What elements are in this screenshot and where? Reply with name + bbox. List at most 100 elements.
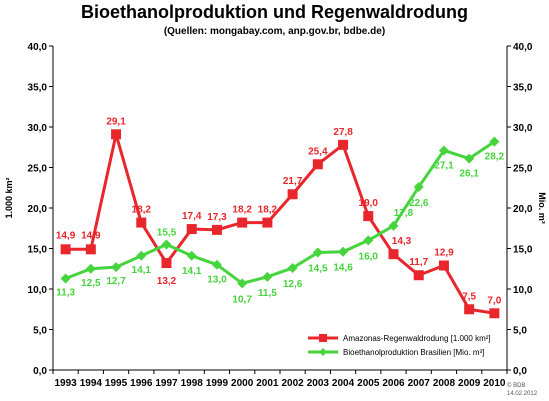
data-point [111,129,122,140]
copyright-text: © BDB [507,382,525,389]
data-label: 18,2 [132,205,152,216]
x-tick-label: 2010 [483,378,506,389]
data-point [136,250,147,261]
series-line [65,140,496,285]
data-label: 11,7 [409,257,428,268]
data-label: 17,4 [182,211,202,222]
data-point [60,273,71,284]
data-point [287,262,298,273]
x-tick-label: 2009 [458,378,481,389]
data-point [464,153,475,164]
data-point [161,258,172,269]
data-point [363,211,374,222]
y-tick-label-left: 30,0 [28,123,48,134]
y-axis-right-label: Mio. m³ [537,192,547,224]
data-label: 29,1 [106,116,126,127]
data-label: 16,0 [359,251,379,262]
data-point [237,278,248,289]
data-label: 27,8 [333,127,353,138]
y-tick-label-right: 35,0 [513,83,533,94]
data-point [413,270,424,281]
data-label: 18,2 [232,205,252,216]
y-tick-label-right: 25,0 [513,164,533,175]
data-label: 17,8 [394,208,414,219]
y-tick-label-right: 10,0 [513,285,533,296]
data-label: 25,4 [308,146,328,157]
data-label: 11,5 [258,288,277,299]
data-point [438,145,449,156]
y-tick-label-left: 5,0 [33,326,47,337]
data-point [60,244,71,255]
x-tick-label: 2003 [307,378,330,389]
y-tick-label-left: 35,0 [28,83,48,94]
data-point [489,136,500,147]
x-tick-label: 1996 [130,378,153,389]
x-tick-label: 1994 [80,378,103,389]
data-point [438,260,449,271]
data-label: 12,7 [106,276,126,287]
x-tick-label: 1999 [206,378,229,389]
data-label: 12,5 [81,278,101,289]
data-label: 14,6 [333,263,353,274]
y-tick-label-left: 20,0 [28,204,48,215]
data-label: 17,3 [207,212,227,223]
x-tick-label: 2004 [332,378,355,389]
copyright-date: 14.02.2012 [507,391,538,397]
y-tick-label-left: 40,0 [28,42,48,53]
x-tick-label: 2002 [281,378,304,389]
data-point [85,244,96,255]
data-label: 14,1 [182,266,202,277]
data-label: 15,5 [157,227,177,238]
data-point [85,263,96,274]
data-point [287,189,298,200]
data-point [262,217,273,228]
data-label: 14,5 [308,264,328,275]
series-bioethanol-production: 11,3 12,5 12,7 14,1 15,5 14,1 13,0 10,7 11,5 12,6… [56,136,505,305]
data-point [388,249,399,260]
data-label: 10,7 [232,294,252,305]
data-point [489,308,500,319]
x-tick-label: 2000 [231,378,254,389]
y-tick-label-left: 0,0 [33,366,47,377]
x-tick-label: 2007 [408,378,431,389]
legend-swatch-marker [319,348,327,356]
data-point [186,224,197,235]
data-point [211,224,222,235]
data-label: 7,0 [487,295,501,306]
legend-swatch-marker [319,334,327,342]
x-tick-label: 2001 [256,378,279,389]
data-label: 14,9 [56,230,76,241]
legend: Amazonas-Regenwaldrodung [1.000 km²] Bioe… [308,334,491,357]
y-tick-label-left: 10,0 [28,285,48,296]
x-tick-label: 1993 [54,378,77,389]
data-label: 13,2 [157,276,177,287]
data-point [136,217,147,228]
data-label: 14,1 [132,265,152,276]
x-tick-label: 1995 [105,378,128,389]
data-label: 11,3 [56,287,75,298]
y-tick-label-left: 25,0 [28,164,48,175]
chart-title: Bioethanolproduktion und Regenwaldrodung [81,2,468,22]
data-label: 7,5 [462,291,476,302]
data-point [363,235,374,246]
y-axis-left-label: 1.000 km² [4,177,14,218]
x-tick-label: 1998 [181,378,204,389]
data-label: 22,6 [409,198,429,209]
y-tick-label-right: 30,0 [513,123,533,134]
data-point [111,262,122,273]
data-label: 12,9 [434,248,454,259]
data-point [338,139,349,150]
y-tick-label-right: 5,0 [513,326,527,337]
data-label: 21,7 [283,176,303,187]
data-label: 19,0 [359,198,379,209]
data-label: 14,3 [392,236,412,247]
data-label: 14,9 [81,230,101,241]
data-point [413,181,424,192]
y-tick-label-left: 15,0 [28,245,48,256]
data-point [211,259,222,270]
data-label: 18,2 [258,205,278,216]
data-point [237,217,248,228]
chart-subtitle: (Quellen: mongabay.com, anp.gov.br, bdbe… [163,26,386,37]
y-tick-label-right: 15,0 [513,245,533,256]
